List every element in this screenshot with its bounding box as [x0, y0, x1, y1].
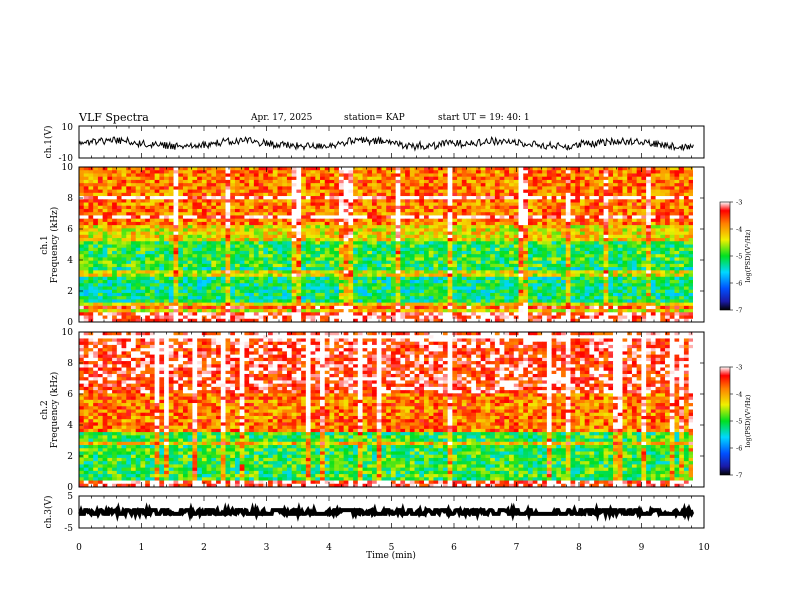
x-tick-label: 0	[76, 543, 82, 553]
colorbar-tick-label: -5	[736, 418, 742, 426]
ch2-spec-ylabel-1: ch.2	[40, 400, 50, 419]
freq-tick-label: 2	[67, 452, 73, 462]
x-tick-label: 6	[451, 543, 457, 553]
ch1-ytick-top: 10	[62, 123, 74, 133]
colorbar-tick-label: -3	[736, 199, 742, 207]
ch1-waveform-panel: 10 -10 ch.1(V)	[43, 123, 705, 164]
colorbar-tick-label: -5	[736, 253, 742, 261]
freq-tick-label: 0	[67, 483, 73, 493]
freq-tick-label: 10	[62, 328, 74, 338]
colorbar-2: -3 -4 -5 -6 -7 log(PSD)(V²/Hz)	[719, 364, 752, 480]
date-label: Apr. 17, 2025	[251, 113, 313, 123]
ch2-spec-ylabel-2: Frequency (kHz)	[49, 372, 60, 449]
colorbar-2-label: log(PSD)(V²/Hz)	[744, 394, 752, 447]
x-tick-label: 2	[201, 543, 207, 553]
x-axis-tick-labels: 0 1 2 3 4 5 6 7 8 9 10	[76, 543, 710, 553]
ch1-spectrogram-heatmap	[79, 167, 693, 322]
ch1-spec-ylabel-2: Frequency (kHz)	[49, 207, 60, 284]
colorbar-tick-label: -3	[736, 364, 742, 372]
x-tick-label: 7	[514, 543, 520, 553]
ch1-spec-ylabel-1: ch.1	[40, 235, 50, 254]
x-tick-label: 9	[639, 543, 645, 553]
freq-tick-label: 8	[67, 194, 73, 204]
ch2-spectrogram-heatmap	[79, 332, 693, 487]
start-time-label: start UT = 19: 40: 1	[438, 113, 530, 123]
ch2-spectrogram-panel: 0 2 4 6 8 10 ch.2 Frequency (kHz)	[40, 328, 705, 493]
colorbar-tick-label: -7	[736, 307, 742, 315]
colorbar-tick-label: -6	[736, 445, 742, 453]
figure-title: VLF Spectra	[79, 111, 149, 124]
x-tick-label: 8	[576, 543, 582, 553]
freq-tick-label: 4	[67, 421, 73, 431]
ch3-ylabel: ch.3(V)	[43, 496, 54, 529]
x-tick-label: 10	[698, 543, 710, 553]
ch1-waveform-line	[78, 135, 694, 152]
x-axis-label: Time (min)	[366, 550, 416, 561]
ch3-ytick-bottom: -5	[64, 524, 73, 534]
ch1-ylabel: ch.1(V)	[43, 126, 54, 159]
colorbar-tick-label: -6	[736, 280, 742, 288]
freq-tick-label: 4	[67, 256, 73, 266]
x-tick-label: 5	[389, 543, 395, 553]
ch1-spectrogram-panel: 0 2 4 6 8 10 ch.1 Frequency (kHz)	[40, 163, 705, 328]
freq-tick-label: 2	[67, 287, 73, 297]
colorbar-tick-label: -4	[736, 391, 742, 399]
ch3-ytick-top: 5	[67, 492, 73, 502]
x-tick-label: 4	[326, 543, 332, 553]
x-tick-label: 3	[264, 543, 270, 553]
ch3-waveform-panel: 5 0 -5 ch.3(V)	[43, 492, 705, 534]
freq-tick-label: 0	[67, 318, 73, 328]
ch3-waveform-line	[78, 502, 695, 522]
colorbar-tick-label: -7	[736, 472, 742, 480]
freq-tick-label: 6	[67, 225, 73, 235]
ch3-ytick-mid: 0	[67, 508, 73, 518]
colorbar-tick-label: -4	[736, 226, 742, 234]
freq-tick-label: 10	[62, 163, 74, 173]
colorbar-1-label: log(PSD)(V²/Hz)	[744, 229, 752, 282]
station-label: station= KAP	[344, 113, 405, 123]
colorbar-1: -3 -4 -5 -6 -7 log(PSD)(V²/Hz)	[719, 199, 752, 315]
freq-tick-label: 8	[67, 359, 73, 369]
x-tick-label: 1	[139, 543, 145, 553]
ch1-ytick-bottom: -10	[59, 154, 74, 164]
freq-tick-label: 6	[67, 390, 73, 400]
